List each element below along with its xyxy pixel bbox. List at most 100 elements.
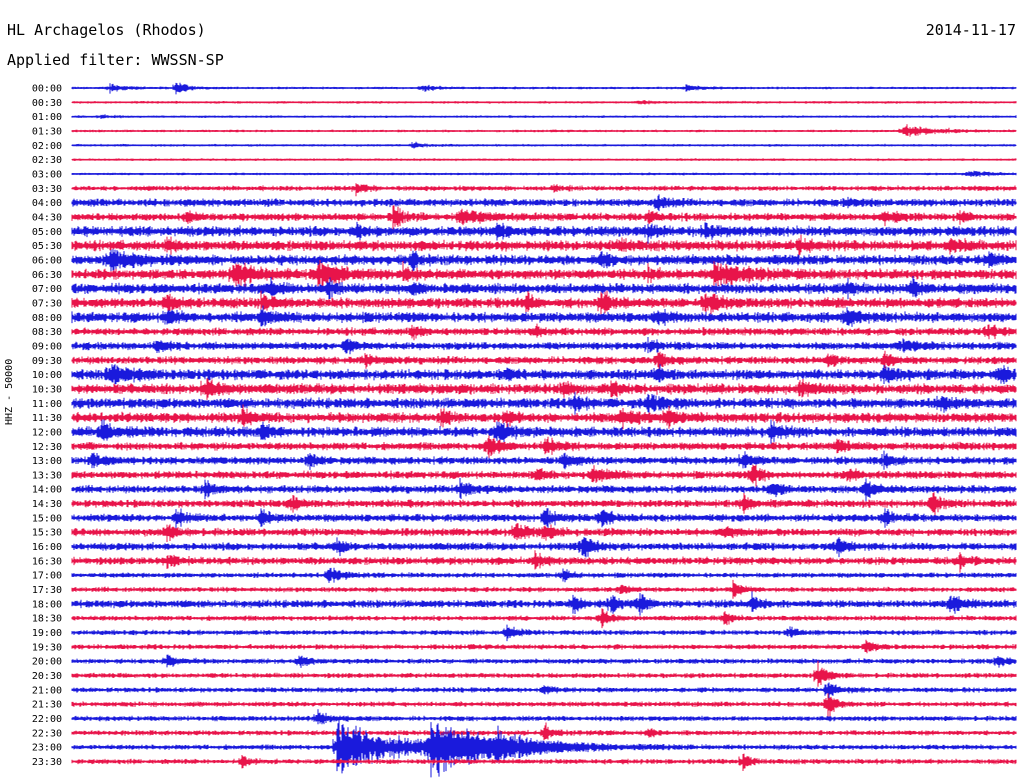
trace-label: 10:00 [32,370,62,381]
trace-label: 14:00 [32,485,62,496]
trace-label: 08:30 [32,327,62,338]
trace-label: 00:30 [32,98,62,109]
seismic-trace [71,305,1017,327]
trace-label: 05:30 [32,241,62,252]
seismic-trace [71,141,1017,149]
trace-label: 04:30 [32,212,62,223]
seismic-trace [71,639,1017,654]
seismic-trace [71,249,1017,272]
trace-label: 12:00 [32,427,62,438]
seismic-trace [71,478,1017,504]
seismic-trace [71,419,1017,444]
trace-label: 00:00 [32,84,62,95]
trace-label: 17:30 [32,585,62,596]
seismic-trace [71,234,1017,259]
seismic-trace [71,722,1017,741]
trace-label: 09:30 [32,356,62,367]
trace-label: 07:00 [32,284,62,295]
seismic-trace [71,364,1017,385]
trace-label: 21:30 [32,700,62,711]
seismic-trace [71,114,1017,119]
trace-label: 05:00 [32,227,62,238]
seismic-trace [71,100,1017,105]
seismic-trace [71,82,1017,95]
trace-label: 20:30 [32,671,62,682]
trace-label: 22:00 [32,714,62,725]
seismic-trace [71,523,1017,542]
trace-label: 11:00 [32,399,62,410]
date-label: 2014-11-17 [925,21,1016,39]
seismic-trace [71,260,1017,289]
seismic-trace [71,290,1017,316]
trace-label: 02:00 [32,141,62,152]
trace-label: 03:00 [32,169,62,180]
trace-label: 12:30 [32,442,62,453]
seismic-trace [71,660,1017,687]
seismic-trace [71,464,1017,487]
station-title: HL Archagelos (Rhodos) [7,21,206,39]
seismic-trace [71,492,1017,516]
seismic-trace [71,205,1017,234]
trace-label: 15:00 [32,513,62,524]
trace-label: 04:00 [32,198,62,209]
seismic-trace [71,221,1017,244]
trace-label: 10:30 [32,384,62,395]
trace-label: 01:30 [32,126,62,137]
trace-label: 18:30 [32,614,62,625]
trace-label: 07:30 [32,298,62,309]
seismic-trace [71,693,1017,718]
seismic-trace [71,537,1017,558]
trace-label: 21:00 [32,685,62,696]
seismic-trace [71,550,1017,573]
trace-label: 03:30 [32,184,62,195]
seismic-trace [71,158,1017,162]
seismic-trace [71,591,1017,616]
trace-label: 18:00 [32,599,62,610]
seismic-trace [71,682,1017,699]
seismic-trace [71,124,1017,137]
trace-label: 13:30 [32,470,62,481]
seismic-trace [71,392,1017,415]
trace-label: 14:30 [32,499,62,510]
seismic-trace [71,404,1017,430]
seismic-trace [71,337,1017,355]
seismic-trace [71,508,1017,531]
trace-label: 11:30 [32,413,62,424]
trace-label: 17:00 [32,571,62,582]
trace-label: 01:00 [32,112,62,123]
trace-label: 19:00 [32,628,62,639]
trace-label: 09:00 [32,341,62,352]
seismic-trace [71,378,1017,400]
trace-label: 16:00 [32,542,62,553]
trace-label: 13:00 [32,456,62,467]
seismic-trace [71,567,1017,583]
trace-label: 19:30 [32,642,62,653]
seismic-trace [71,350,1017,370]
seismic-trace [71,276,1017,300]
seismic-trace [71,435,1017,462]
seismic-trace [71,323,1017,341]
trace-label: 23:00 [32,743,62,754]
seismic-trace [71,718,1017,778]
seismic-trace [71,608,1017,629]
seismic-trace [71,654,1017,668]
trace-label: 23:30 [32,757,62,768]
seismic-trace [71,170,1017,177]
seismic-trace [71,450,1017,470]
seismic-trace [71,194,1017,212]
trace-label: 20:00 [32,657,62,668]
seismic-trace [71,579,1017,599]
filter-label: Applied filter: WWSSN-SP [7,51,224,69]
trace-label: 16:30 [32,556,62,567]
seismic-trace [71,753,1017,771]
seismic-trace [71,624,1017,642]
trace-label: 15:30 [32,528,62,539]
trace-label: 06:00 [32,255,62,266]
trace-label: 02:30 [32,155,62,166]
trace-label: 22:30 [32,728,62,739]
trace-label: 06:30 [32,270,62,281]
seismic-trace [71,183,1017,197]
trace-label: 08:00 [32,313,62,324]
seismic-trace [71,709,1017,725]
